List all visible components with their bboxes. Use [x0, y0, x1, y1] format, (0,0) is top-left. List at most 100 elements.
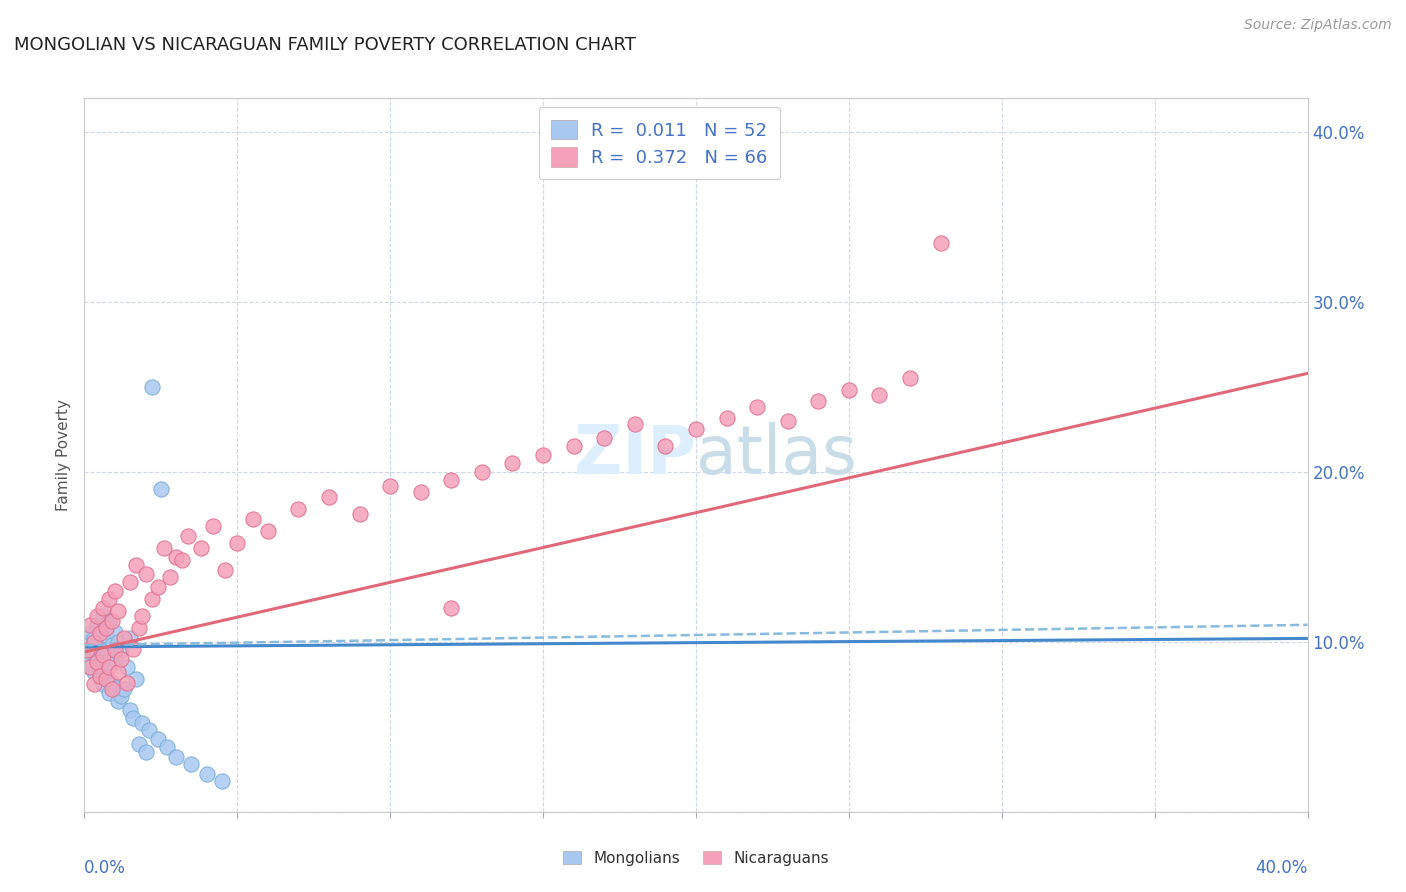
Point — [122, 711, 145, 725]
Point — [593, 431, 616, 445]
Point — [716, 410, 738, 425]
Point — [172, 553, 194, 567]
Text: Source: ZipAtlas.com: Source: ZipAtlas.com — [1244, 18, 1392, 32]
Point — [929, 235, 952, 250]
Point — [318, 491, 340, 505]
Point — [409, 485, 432, 500]
Point — [89, 658, 111, 673]
Text: ZIP: ZIP — [574, 422, 696, 488]
Point — [91, 648, 114, 663]
Point — [159, 570, 181, 584]
Point — [190, 541, 212, 556]
Point — [153, 541, 176, 556]
Point — [97, 660, 120, 674]
Point — [531, 448, 554, 462]
Point — [211, 774, 233, 789]
Point — [747, 401, 769, 415]
Point — [91, 677, 114, 691]
Point — [86, 655, 108, 669]
Point — [94, 672, 117, 686]
Point — [104, 681, 127, 695]
Point — [112, 632, 135, 646]
Point — [94, 643, 117, 657]
Text: 40.0%: 40.0% — [1256, 859, 1308, 878]
Point — [79, 635, 101, 649]
Point — [97, 592, 120, 607]
Point — [79, 617, 101, 632]
Point — [104, 583, 127, 598]
Point — [440, 600, 463, 615]
Point — [257, 524, 280, 539]
Point — [110, 652, 132, 666]
Point — [138, 723, 160, 738]
Point — [97, 655, 120, 669]
Point — [135, 566, 157, 581]
Point — [79, 660, 101, 674]
Point — [94, 621, 117, 635]
Point — [112, 682, 135, 697]
Point — [76, 643, 98, 657]
Point — [107, 665, 129, 680]
Legend: Mongolians, Nicaraguans: Mongolians, Nicaraguans — [557, 845, 835, 871]
Point — [135, 745, 157, 759]
Point — [502, 457, 524, 471]
Point — [195, 767, 218, 781]
Point — [107, 604, 129, 618]
Point — [562, 439, 585, 453]
Point — [86, 609, 108, 624]
Point — [125, 558, 148, 573]
Point — [79, 660, 101, 674]
Point — [165, 750, 187, 764]
Point — [471, 465, 494, 479]
Text: MONGOLIAN VS NICARAGUAN FAMILY POVERTY CORRELATION CHART: MONGOLIAN VS NICARAGUAN FAMILY POVERTY C… — [14, 36, 636, 54]
Point — [180, 757, 202, 772]
Point — [104, 624, 127, 639]
Point — [128, 621, 150, 635]
Point — [131, 609, 153, 624]
Point — [128, 737, 150, 751]
Point — [89, 621, 111, 635]
Point — [349, 508, 371, 522]
Point — [654, 439, 676, 453]
Text: 0.0%: 0.0% — [84, 859, 127, 878]
Point — [94, 628, 117, 642]
Text: atlas: atlas — [696, 422, 856, 488]
Point — [107, 694, 129, 708]
Point — [685, 422, 707, 436]
Point — [104, 652, 127, 666]
Point — [83, 640, 105, 654]
Point — [149, 482, 172, 496]
Point — [91, 609, 114, 624]
Point — [242, 512, 264, 526]
Point — [83, 665, 105, 680]
Point — [141, 592, 163, 607]
Point — [122, 641, 145, 656]
Point — [83, 635, 105, 649]
Point — [120, 575, 142, 590]
Point — [101, 675, 124, 690]
Point — [97, 615, 120, 629]
Point — [624, 417, 647, 432]
Point — [141, 380, 163, 394]
Point — [838, 384, 860, 398]
Point — [226, 536, 249, 550]
Point — [898, 371, 921, 385]
Point — [165, 549, 187, 564]
Point — [89, 641, 111, 656]
Point — [91, 648, 114, 663]
Point — [120, 703, 142, 717]
Point — [101, 615, 124, 629]
Point — [807, 393, 830, 408]
Point — [110, 689, 132, 703]
Point — [115, 660, 138, 674]
Point — [79, 626, 101, 640]
Point — [177, 529, 200, 543]
Point — [107, 635, 129, 649]
Point — [380, 478, 402, 492]
Point — [201, 519, 224, 533]
Point — [91, 600, 114, 615]
Point — [120, 632, 142, 646]
Point — [89, 669, 111, 683]
Point — [89, 626, 111, 640]
Point — [86, 645, 108, 659]
